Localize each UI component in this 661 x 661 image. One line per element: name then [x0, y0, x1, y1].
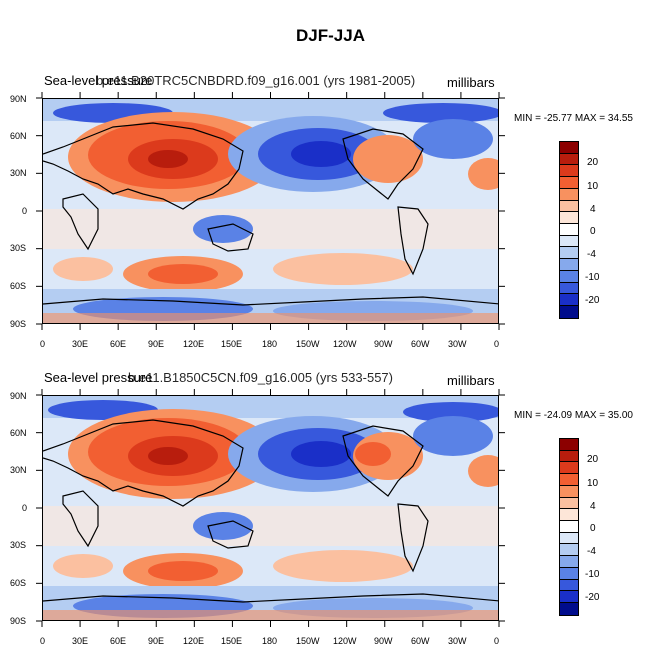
p1-cb-label-20: 20	[587, 157, 599, 168]
colorbar-box	[560, 306, 578, 318]
p2-cb-label-20: 20	[587, 454, 599, 465]
panel2-title-left: Sea-level pressure	[44, 370, 153, 385]
main-title: DJF-JJA	[296, 26, 365, 45]
p2-cb-label-m4: -4	[587, 546, 596, 557]
p1-lon-0-end: 0	[494, 339, 500, 349]
p2-cb-label-m20: -20	[585, 592, 600, 603]
colorbar-box	[560, 532, 578, 545]
panel1-title-left: Sea-level pressure	[44, 73, 153, 88]
p1-cb-label-m4: -4	[587, 249, 596, 260]
colorbar-box	[560, 270, 578, 283]
p1-lat-30n: 30N	[10, 168, 27, 178]
p2-lat-90n: 90N	[10, 391, 27, 401]
p1-lon-90e: 90E	[148, 339, 165, 349]
p1-lat-90n: 90N	[10, 94, 27, 104]
colorbar-box	[560, 439, 578, 451]
colorbar-box	[560, 224, 578, 236]
colorbar-box	[560, 282, 578, 295]
colorbar-box	[560, 497, 578, 510]
colorbar-box	[560, 485, 578, 498]
colorbar-box	[560, 474, 578, 486]
p2-lat-90s: 90S	[10, 616, 27, 626]
panel1-title-case: b.e11.B20TRC5CNBDRD.f09_g16.001 (yrs 198…	[96, 73, 416, 88]
colorbar-box	[560, 450, 578, 463]
p1-cb-label-4: 4	[590, 204, 596, 215]
p2-lon-30w: 30W	[448, 636, 467, 646]
panel2-minmax: MIN = -24.09 MAX = 35.00	[514, 410, 633, 421]
p1-lon-120e: 120E	[183, 339, 205, 349]
colorbar-box	[560, 177, 578, 189]
p2-lon-60e: 60E	[110, 636, 127, 646]
p2-lon-120w: 120W	[333, 636, 357, 646]
p1-lat-30s: 30S	[10, 243, 27, 253]
colorbar-box	[560, 603, 578, 615]
p2-lat-60s: 60S	[10, 578, 27, 588]
p2-lon-150w: 150W	[296, 636, 320, 646]
panel2-map	[42, 395, 499, 621]
panel2-map-svg	[43, 396, 498, 620]
p2-lat-60n: 60N	[10, 428, 27, 438]
p2-lon-180: 180	[262, 636, 278, 646]
p1-cb-label-0: 0	[590, 226, 596, 237]
p2-lat-30s: 30S	[10, 540, 27, 550]
p2-lat-0: 0	[22, 503, 28, 513]
colorbar-box	[560, 579, 578, 592]
p1-lon-120w: 120W	[333, 339, 357, 349]
colorbar-box	[560, 200, 578, 213]
colorbar-box	[560, 544, 578, 557]
panel2-units: millibars	[447, 373, 495, 388]
p2-lon-0: 0	[40, 636, 46, 646]
p2-cb-label-m10: -10	[585, 569, 600, 580]
p1-lon-180: 180	[262, 339, 278, 349]
panel1-map-svg	[43, 99, 498, 323]
p1-lat-60n: 60N	[10, 131, 27, 141]
p1-lon-150w: 150W	[296, 339, 320, 349]
p1-cb-label-m20: -20	[585, 295, 600, 306]
colorbar-box	[560, 521, 578, 533]
p2-cb-label-10: 10	[587, 478, 599, 489]
p2-lon-60w: 60W	[411, 636, 430, 646]
p1-lat-90s: 90S	[10, 319, 27, 329]
panel1-minmax: MIN = -25.77 MAX = 34.55	[514, 113, 633, 124]
colorbar-box	[560, 509, 578, 522]
colorbar-box	[560, 247, 578, 260]
panel2-title-case: b.e11.B1850C5CN.f09_g16.005 (yrs 533-557…	[128, 370, 393, 385]
p1-lon-0: 0	[40, 339, 46, 349]
p2-lon-120e: 120E	[183, 636, 205, 646]
colorbar-box	[560, 188, 578, 201]
panel1-map	[42, 98, 499, 324]
p1-lat-0: 0	[22, 206, 28, 216]
p2-lon-90e: 90E	[148, 636, 165, 646]
colorbar-box	[560, 591, 578, 604]
colorbar-box	[560, 235, 578, 248]
p1-lon-30w: 30W	[448, 339, 467, 349]
p2-lon-90w: 90W	[374, 636, 393, 646]
p2-lon-30e: 30E	[72, 636, 89, 646]
p2-cb-label-4: 4	[590, 501, 596, 512]
p1-lon-150e: 150E	[221, 339, 243, 349]
panel2-colorbar	[559, 438, 579, 616]
colorbar-box	[560, 294, 578, 307]
p1-lon-90w: 90W	[374, 339, 393, 349]
p1-lat-60s: 60S	[10, 281, 27, 291]
colorbar-box	[560, 556, 578, 568]
panel1-colorbar	[559, 141, 579, 319]
p2-lat-30n: 30N	[10, 465, 27, 475]
colorbar-box	[560, 142, 578, 154]
p2-lon-150e: 150E	[221, 636, 243, 646]
colorbar-box	[560, 153, 578, 166]
p1-cb-label-m10: -10	[585, 272, 600, 283]
colorbar-box	[560, 259, 578, 271]
colorbar-box	[560, 462, 578, 475]
colorbar-box	[560, 165, 578, 178]
p1-lon-30e: 30E	[72, 339, 89, 349]
p2-cb-label-0: 0	[590, 523, 596, 534]
p1-cb-label-10: 10	[587, 181, 599, 192]
p1-lon-60w: 60W	[411, 339, 430, 349]
colorbar-box	[560, 212, 578, 225]
p2-lon-0-end: 0	[494, 636, 500, 646]
panel1-units: millibars	[447, 75, 495, 90]
p1-lon-60e: 60E	[110, 339, 127, 349]
colorbar-box	[560, 567, 578, 580]
